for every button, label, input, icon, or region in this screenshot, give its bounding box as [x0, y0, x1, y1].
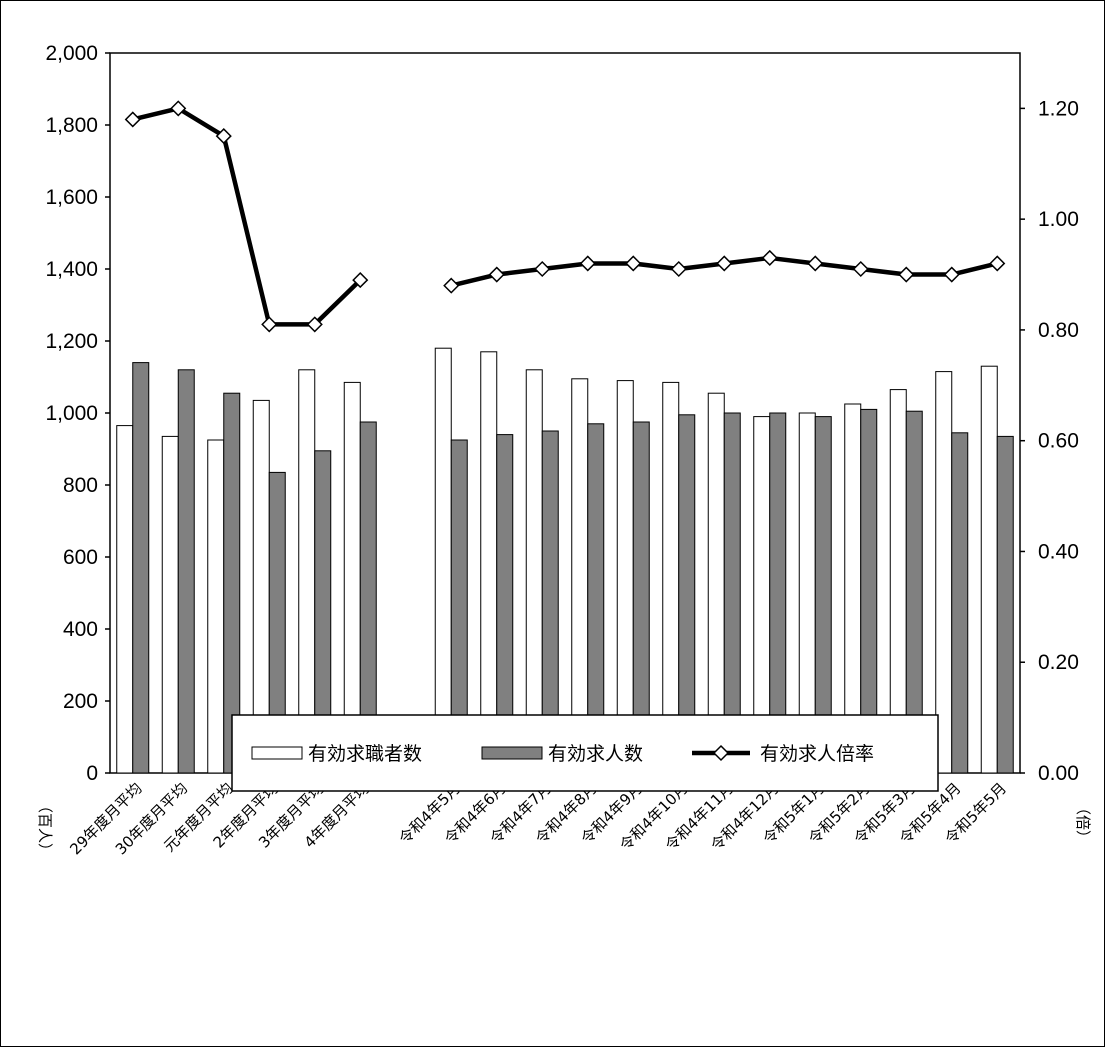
right-tick-label: 0.80: [1038, 319, 1079, 342]
left-tick-label: 200: [63, 690, 98, 713]
legend-box: [231, 714, 939, 792]
left-axis-unit: （百人）: [36, 798, 54, 858]
ratio-point: [807, 255, 824, 272]
right-tick-label: 1.20: [1038, 97, 1079, 120]
legend-swatch-job-openings: [481, 746, 543, 760]
job-openings-bar: [951, 432, 969, 774]
job-openings-bar: [996, 435, 1014, 774]
job-seekers-bar: [525, 369, 543, 774]
left-tick-label: 1,200: [45, 330, 98, 353]
ratio-point: [989, 255, 1006, 272]
left-tick-label: 600: [63, 546, 98, 569]
right-tick-label: 0.40: [1038, 540, 1079, 563]
ratio-point: [898, 266, 915, 283]
ratio-point: [579, 255, 596, 272]
left-tick-label: 400: [63, 618, 98, 641]
job-seekers-bar: [480, 351, 498, 774]
job-openings-bar: [132, 362, 150, 774]
legend-label: 有効求職者数: [308, 743, 422, 765]
legend: 有効求職者数 有効求人数 有効求人倍率: [231, 714, 939, 792]
legend-swatch-job-seekers: [251, 746, 303, 760]
left-tick-label: 800: [63, 474, 98, 497]
ratio-point: [761, 249, 778, 266]
job-seekers-bar: [434, 347, 452, 774]
left-tick-label: 1,400: [45, 258, 98, 281]
job-seekers-bar: [980, 365, 998, 774]
plot-border: [109, 52, 1021, 774]
ratio-point: [670, 260, 687, 278]
left-tick-label: 2,000: [45, 42, 98, 65]
job-openings-bar: [177, 369, 195, 774]
left-tick-label: 0: [86, 762, 98, 785]
right-tick-label: 0.20: [1038, 651, 1079, 674]
right-tick-label: 0.60: [1038, 430, 1079, 453]
legend-label: 有効求人数: [548, 743, 643, 765]
ratio-point: [124, 111, 141, 128]
right-y-axis: 0.00 0.20 0.40 0.60 0.80 1.00 1.20: [1020, 97, 1079, 785]
right-axis-unit: （倍）: [1074, 800, 1092, 845]
left-tick-label: 1,000: [45, 402, 98, 425]
job-seekers-bar: [616, 380, 634, 774]
ratio-line-series: [124, 100, 1006, 333]
plot-area: [109, 52, 1021, 774]
job-seekers-bar: [298, 369, 316, 774]
bars: [116, 347, 1014, 774]
legend-swatch-ratio-marker: [712, 744, 730, 762]
job-seekers-bar: [935, 371, 953, 774]
left-tick-label: 1,800: [45, 114, 98, 137]
right-tick-label: 0.00: [1038, 762, 1079, 785]
ratio-point: [488, 266, 505, 283]
ratio-point: [852, 260, 869, 278]
right-tick-label: 1.00: [1038, 208, 1079, 231]
job-seekers-bar: [161, 435, 179, 774]
ratio-point: [352, 272, 369, 289]
ratio-point: [261, 316, 278, 333]
ratio-point: [443, 277, 460, 294]
ratio-point: [215, 128, 232, 145]
job-seekers-bar: [207, 439, 225, 774]
ratio-point: [170, 100, 187, 117]
ratio-point: [716, 255, 733, 272]
job-seekers-bar: [116, 425, 134, 774]
ratio-point: [534, 260, 551, 278]
ratio-point: [306, 316, 323, 333]
legend-label: 有効求人倍率: [760, 743, 874, 765]
left-tick-label: 1,600: [45, 186, 98, 209]
left-y-axis: 0 200 400 600 800 1,000 1,200 1,400 1,600 1,800 2,…: [45, 42, 110, 785]
ratio-point: [943, 266, 960, 283]
ratio-point: [625, 255, 642, 272]
ratio-line: [132, 106, 362, 327]
job-seekers-bar: [571, 378, 589, 774]
